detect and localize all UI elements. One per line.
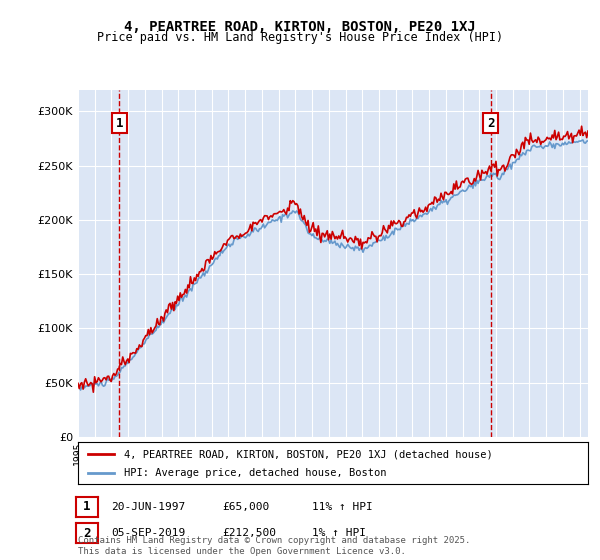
Text: 1: 1 bbox=[83, 500, 91, 514]
Text: 4, PEARTREE ROAD, KIRTON, BOSTON, PE20 1XJ: 4, PEARTREE ROAD, KIRTON, BOSTON, PE20 1… bbox=[124, 20, 476, 34]
Text: 1% ↑ HPI: 1% ↑ HPI bbox=[312, 528, 366, 538]
Text: £212,500: £212,500 bbox=[222, 528, 276, 538]
Text: 4, PEARTREE ROAD, KIRTON, BOSTON, PE20 1XJ (detached house): 4, PEARTREE ROAD, KIRTON, BOSTON, PE20 1… bbox=[124, 449, 493, 459]
Text: £65,000: £65,000 bbox=[222, 502, 269, 512]
Text: 1: 1 bbox=[116, 116, 123, 130]
Text: 05-SEP-2019: 05-SEP-2019 bbox=[111, 528, 185, 538]
Text: 2: 2 bbox=[83, 526, 91, 540]
Text: 2: 2 bbox=[487, 116, 494, 130]
Text: 20-JUN-1997: 20-JUN-1997 bbox=[111, 502, 185, 512]
Text: Contains HM Land Registry data © Crown copyright and database right 2025.
This d: Contains HM Land Registry data © Crown c… bbox=[78, 536, 470, 556]
Text: 11% ↑ HPI: 11% ↑ HPI bbox=[312, 502, 373, 512]
Text: Price paid vs. HM Land Registry's House Price Index (HPI): Price paid vs. HM Land Registry's House … bbox=[97, 31, 503, 44]
Text: HPI: Average price, detached house, Boston: HPI: Average price, detached house, Bost… bbox=[124, 468, 386, 478]
